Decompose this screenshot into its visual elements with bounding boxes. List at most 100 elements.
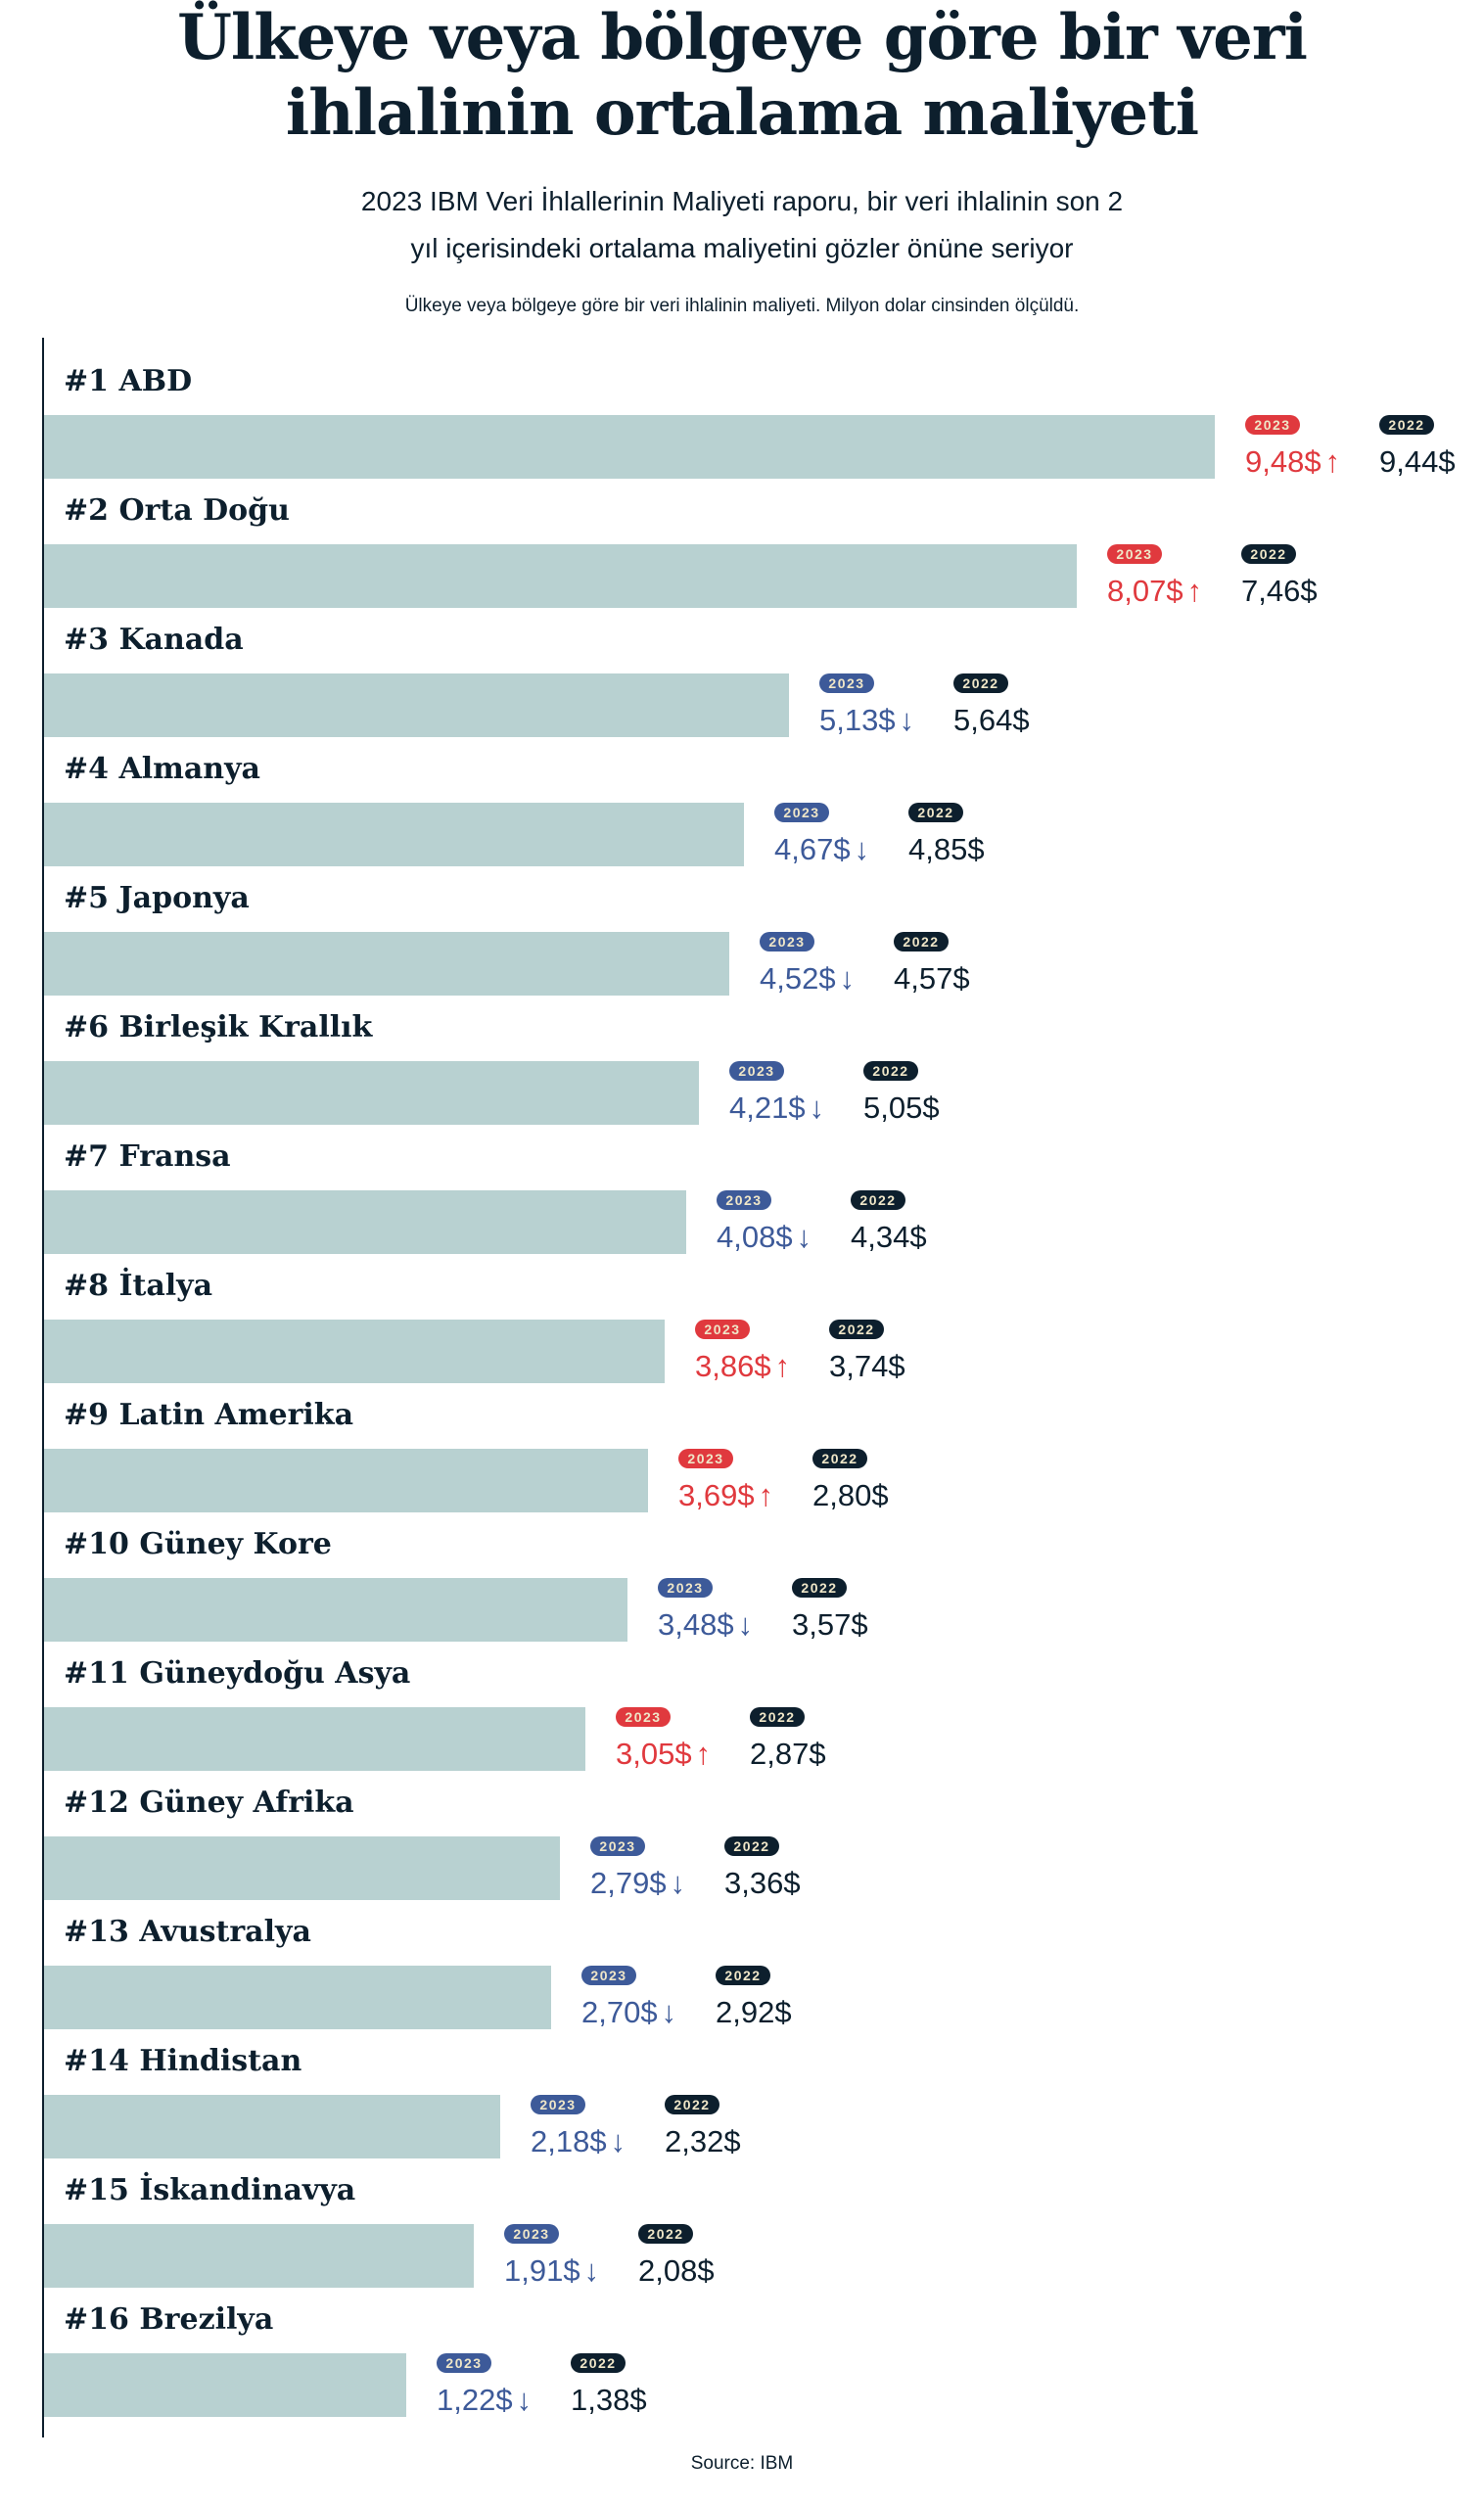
- value-2023: 2,70$ ↓: [581, 1995, 676, 2030]
- arrow-down-icon: ↓: [839, 961, 856, 996]
- arrow-up-icon: ↑: [695, 1737, 712, 1771]
- page-title: Ülkeye veya bölgeye göre bir veri ihlali…: [0, 0, 1484, 151]
- value-2023-text: 5,13$: [819, 703, 896, 737]
- value-2022: 2,87$: [750, 1737, 826, 1771]
- category-label: #9 Latin Amerika: [64, 1398, 354, 1432]
- bar-2023: [44, 2224, 474, 2288]
- value-2023: 4,08$ ↓: [717, 1220, 812, 1255]
- value-2023: 4,67$ ↓: [774, 832, 869, 867]
- bar-2023: [44, 932, 729, 996]
- subtitle-line-2: yıl içerisindeki ortalama maliyetini göz…: [410, 233, 1074, 263]
- value-2023: 2,79$ ↓: [590, 1866, 685, 1901]
- badge-2023: 2023: [774, 803, 829, 822]
- value-2022: 2,92$: [716, 1995, 792, 2029]
- badge-2023: 2023: [531, 2095, 585, 2114]
- category-label: #6 Birleşik Krallık: [64, 1010, 373, 1044]
- value-2023-text: 4,08$: [717, 1220, 793, 1254]
- badge-2023: 2023: [590, 1836, 645, 1856]
- badge-2022: 2022: [716, 1966, 770, 1985]
- value-2023-text: 2,18$: [531, 2124, 607, 2158]
- category-label: #13 Avustralya: [64, 1915, 311, 1949]
- value-2023-text: 3,48$: [658, 1607, 734, 1642]
- arrow-down-icon: ↓: [796, 1220, 812, 1254]
- title-line-2: ihlalinin ortalama maliyeti: [285, 76, 1199, 150]
- value-2022: 3,57$: [792, 1607, 868, 1642]
- arrow-up-icon: ↑: [774, 1349, 791, 1383]
- value-2023: 8,07$ ↑: [1107, 574, 1202, 609]
- value-2023: 3,48$ ↓: [658, 1607, 753, 1643]
- value-2023-text: 1,91$: [504, 2253, 580, 2288]
- subtitle-line-1: 2023 IBM Veri İhlallerinin Maliyeti rapo…: [360, 186, 1124, 216]
- arrow-down-icon: ↓: [854, 832, 870, 866]
- bar-2023: [44, 1836, 560, 1900]
- badge-2022: 2022: [851, 1190, 905, 1210]
- value-2022: 3,36$: [724, 1866, 801, 1900]
- badge-2022: 2022: [792, 1578, 847, 1598]
- value-2022: 2,08$: [638, 2253, 715, 2288]
- bar-2023: [44, 1578, 627, 1642]
- value-2022: 3,74$: [829, 1349, 905, 1383]
- value-2022: 9,44$: [1379, 444, 1456, 479]
- arrow-up-icon: ↑: [1324, 444, 1341, 479]
- value-2023-text: 3,86$: [695, 1349, 771, 1383]
- arrow-down-icon: ↓: [670, 1866, 686, 1900]
- badge-2023: 2023: [678, 1449, 733, 1468]
- value-2023-text: 3,05$: [616, 1737, 692, 1771]
- badge-2023: 2023: [658, 1578, 713, 1598]
- bar-2023: [44, 1707, 585, 1771]
- category-label: #12 Güney Afrika: [64, 1786, 354, 1820]
- bar-2023: [44, 2353, 406, 2417]
- value-2023-text: 2,70$: [581, 1995, 658, 2029]
- category-label: #10 Güney Kore: [64, 1527, 332, 1561]
- badge-2023: 2023: [695, 1320, 750, 1339]
- value-2023: 2,18$ ↓: [531, 2124, 626, 2159]
- category-label: #3 Kanada: [64, 623, 244, 657]
- title-line-1: Ülkeye veya bölgeye göre bir veri: [177, 1, 1308, 74]
- category-label: #2 Orta Doğu: [64, 493, 290, 528]
- value-2023-text: 4,67$: [774, 832, 851, 866]
- category-label: #8 İtalya: [64, 1269, 213, 1303]
- bar-2023: [44, 415, 1215, 479]
- category-label: #14 Hindistan: [64, 2044, 302, 2078]
- category-label: #5 Japonya: [64, 881, 250, 915]
- arrow-down-icon: ↓: [583, 2253, 600, 2288]
- value-2023: 3,86$ ↑: [695, 1349, 790, 1384]
- badge-2022: 2022: [1379, 415, 1434, 435]
- value-2023: 3,05$ ↑: [616, 1737, 711, 1772]
- value-2023: 4,21$ ↓: [729, 1091, 824, 1126]
- arrow-down-icon: ↓: [899, 703, 915, 737]
- arrow-down-icon: ↓: [809, 1091, 825, 1125]
- value-2023: 1,91$ ↓: [504, 2253, 599, 2289]
- value-2022: 4,34$: [851, 1220, 927, 1254]
- value-2023: 1,22$ ↓: [437, 2383, 532, 2418]
- badge-2022: 2022: [829, 1320, 884, 1339]
- badge-2022: 2022: [750, 1707, 805, 1727]
- value-2022: 1,38$: [571, 2383, 647, 2417]
- badge-2022: 2022: [571, 2353, 626, 2373]
- badge-2023: 2023: [437, 2353, 491, 2373]
- badge-2023: 2023: [504, 2224, 559, 2244]
- arrow-down-icon: ↓: [737, 1607, 754, 1642]
- badge-2023: 2023: [1245, 415, 1300, 435]
- value-2023-text: 4,21$: [729, 1091, 806, 1125]
- badge-2023: 2023: [760, 932, 814, 951]
- value-2023-text: 1,22$: [437, 2383, 513, 2417]
- value-2023-text: 2,79$: [590, 1866, 667, 1900]
- badge-2023: 2023: [1107, 544, 1162, 564]
- value-2023: 4,52$ ↓: [760, 961, 855, 997]
- badge-2023: 2023: [616, 1707, 671, 1727]
- category-label: #11 Güneydoğu Asya: [64, 1656, 411, 1691]
- badge-2022: 2022: [812, 1449, 867, 1468]
- bar-2023: [44, 803, 744, 866]
- value-2023-text: 8,07$: [1107, 574, 1183, 608]
- badge-2022: 2022: [638, 2224, 693, 2244]
- subtitle: 2023 IBM Veri İhlallerinin Maliyeti rapo…: [0, 178, 1484, 272]
- badge-2022: 2022: [863, 1061, 918, 1081]
- value-2023-text: 3,69$: [678, 1478, 755, 1512]
- arrow-up-icon: ↑: [758, 1478, 774, 1512]
- category-label: #4 Almanya: [64, 752, 260, 786]
- value-2023: 9,48$ ↑: [1245, 444, 1340, 480]
- category-label: #15 İskandinavya: [64, 2173, 356, 2207]
- bar-2023: [44, 1966, 551, 2029]
- badge-2022: 2022: [908, 803, 963, 822]
